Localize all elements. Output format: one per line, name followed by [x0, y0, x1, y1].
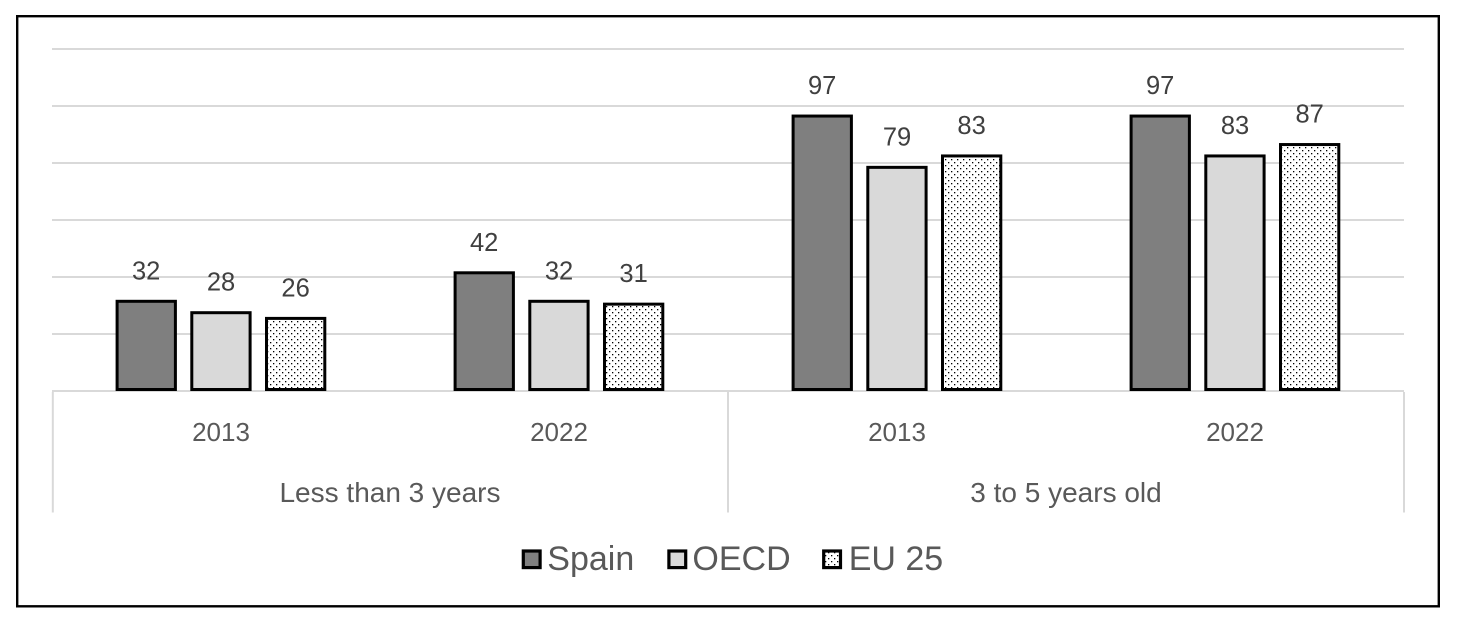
svg-text:Spain: Spain	[547, 540, 634, 578]
svg-text:83: 83	[1221, 112, 1249, 140]
svg-text:26: 26	[281, 274, 309, 302]
svg-text:2022: 2022	[530, 417, 588, 447]
svg-text:42: 42	[470, 229, 498, 257]
svg-text:OECD: OECD	[692, 540, 790, 578]
svg-text:79: 79	[883, 123, 911, 151]
svg-text:32: 32	[545, 257, 573, 285]
svg-text:2013: 2013	[868, 417, 926, 447]
svg-text:87: 87	[1296, 101, 1324, 129]
svg-text:Less than 3 years: Less than 3 years	[279, 477, 500, 508]
svg-text:2022: 2022	[1206, 417, 1264, 447]
svg-text:2013: 2013	[192, 417, 250, 447]
svg-text:97: 97	[1146, 72, 1174, 100]
svg-text:83: 83	[957, 112, 985, 140]
svg-text:28: 28	[207, 269, 235, 297]
svg-text:32: 32	[132, 257, 160, 285]
svg-text:31: 31	[619, 260, 647, 288]
svg-text:EU 25: EU 25	[849, 540, 944, 578]
svg-text:3 to 5 years old: 3 to 5 years old	[970, 477, 1161, 508]
svg-text:97: 97	[808, 72, 836, 100]
